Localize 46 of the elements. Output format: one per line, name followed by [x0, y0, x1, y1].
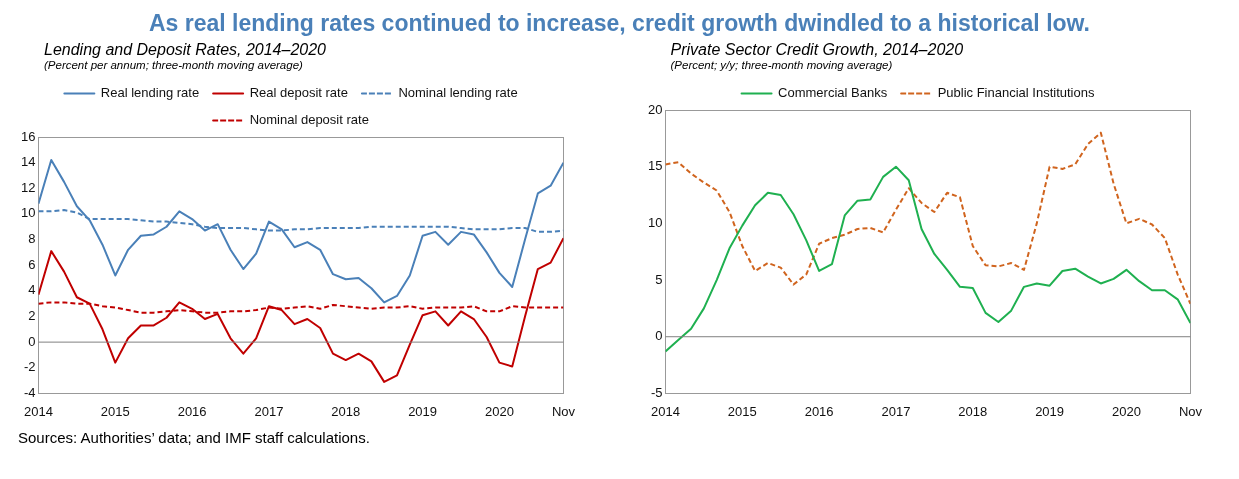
- legend-label: Nominal lending rate: [398, 85, 518, 101]
- x-tick-label: 2019: [408, 403, 438, 419]
- y-tick-label: -5: [650, 384, 662, 400]
- x-tick-label: 2015: [727, 403, 757, 419]
- y-tick-label: 0: [654, 328, 662, 344]
- chart-subtitle: (Percent per annum; three-month moving average): [44, 59, 304, 71]
- legend-label: Public Financial Institutions: [937, 85, 1095, 101]
- source-note: Sources: Authorities’ data; and IMF staff calculations.: [18, 429, 371, 446]
- text: As real lending rates continued to increase, credit growth dwindled to a historical low.: [148, 10, 1091, 36]
- x-tick-label: 2014: [650, 403, 680, 419]
- legend-label: Real lending rate: [100, 85, 200, 101]
- x-tick-label: 2018: [331, 403, 361, 419]
- y-tick-label: 20: [647, 101, 662, 117]
- y-tick-label: 4: [28, 282, 36, 298]
- x-tick-label: Nov: [551, 403, 576, 419]
- y-tick-label: -2: [23, 359, 36, 375]
- legend-label: Real deposit rate: [249, 85, 348, 101]
- y-tick-label: 12: [20, 179, 36, 195]
- x-tick-label: 2014: [24, 403, 53, 419]
- legend-label: Commercial Banks: [777, 85, 888, 101]
- chart-title: Lending and Deposit Rates, 2014–2020: [44, 41, 327, 59]
- y-tick-label: 10: [20, 205, 36, 221]
- x-tick-label: 2017: [880, 403, 910, 419]
- y-tick-label: 16: [20, 128, 36, 144]
- y-tick-label: -4: [23, 384, 36, 400]
- y-tick-label: 2: [28, 308, 36, 324]
- y-tick-label: 8: [28, 231, 36, 247]
- x-tick-label: Nov: [1178, 403, 1202, 419]
- x-tick-label: 2015: [100, 403, 130, 419]
- y-tick-label: 10: [647, 214, 662, 230]
- x-tick-label: 2017: [254, 403, 284, 419]
- y-tick-label: 14: [20, 154, 36, 170]
- x-tick-label: 2020: [484, 403, 514, 419]
- chart-title: Private Sector Credit Growth, 2014–2020: [670, 41, 965, 59]
- x-tick-label: 2020: [1111, 403, 1141, 419]
- legend-label: Nominal deposit rate: [249, 112, 369, 128]
- y-tick-label: 5: [654, 271, 662, 287]
- y-tick-label: 6: [28, 256, 36, 272]
- y-tick-label: 0: [28, 333, 36, 349]
- line-series: [664, 131, 1190, 305]
- x-tick-label: 2018: [957, 403, 987, 419]
- x-tick-label: 2019: [1034, 403, 1064, 419]
- x-tick-label: 2016: [177, 403, 207, 419]
- y-tick-label: 15: [647, 158, 662, 174]
- chart-subtitle: (Percent; y/y; three-month moving average): [670, 59, 894, 71]
- x-tick-label: 2016: [804, 403, 834, 419]
